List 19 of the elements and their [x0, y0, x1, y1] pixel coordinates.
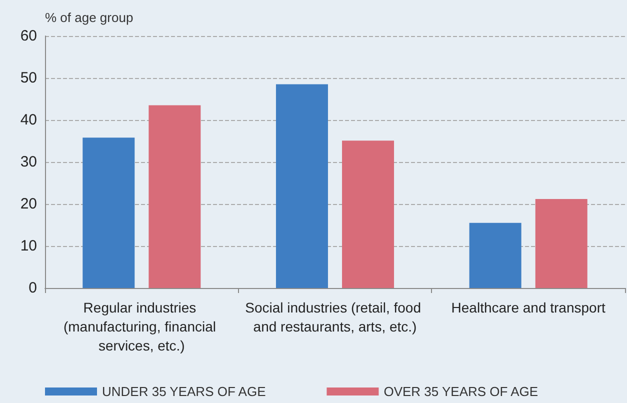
bar — [535, 198, 588, 288]
y-axis-title: % of age group — [45, 10, 134, 25]
x-tick-label: Healthcare and transport — [451, 300, 606, 316]
y-tick-label: 50 — [20, 70, 37, 86]
y-tick-label: 60 — [20, 28, 37, 44]
bar — [82, 138, 135, 288]
bar — [469, 222, 522, 288]
x-tick-label: Social industries (retail, food and restaurants, arts, etc.) — [245, 300, 425, 334]
x-tick-label: Regular industries (manufacturing, financial services, etc.) — [63, 300, 220, 354]
y-tick-label: 10 — [20, 238, 37, 254]
bar — [148, 105, 201, 288]
y-tick-label: 40 — [20, 112, 37, 128]
legend-label: UNDER 35 YEARS OF AGE — [102, 384, 266, 399]
y-tick-label: 0 — [28, 280, 37, 296]
legend-label: OVER 35 YEARS OF AGE — [384, 384, 538, 399]
y-tick-label: 20 — [20, 196, 37, 212]
y-tick-label: 30 — [20, 154, 37, 170]
bar — [276, 84, 328, 288]
bar — [342, 140, 394, 288]
